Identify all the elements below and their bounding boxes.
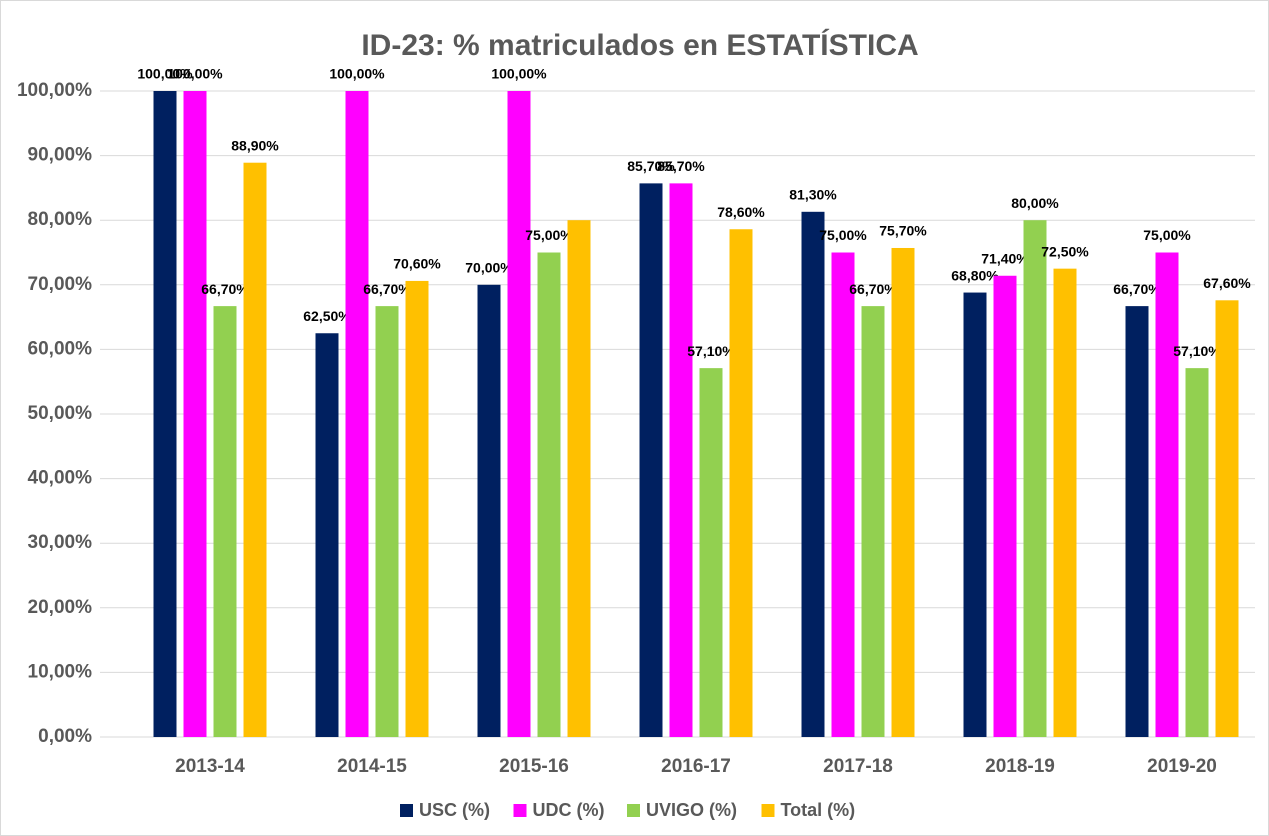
legend-swatch (513, 804, 527, 817)
data-label: 80,00% (1011, 195, 1059, 211)
bar (831, 252, 855, 737)
data-label: 62,50% (303, 308, 351, 324)
bar (1215, 300, 1239, 737)
y-tick-label: 80,00% (28, 209, 93, 230)
data-label: 75,00% (1143, 227, 1191, 243)
legend-swatch (400, 804, 413, 817)
data-label: 88,90% (231, 137, 279, 153)
bar (699, 368, 723, 737)
legend-swatch (761, 804, 775, 817)
x-tick-label: 2019-20 (1147, 756, 1217, 777)
bar (345, 91, 369, 737)
data-label: 66,70% (849, 281, 897, 297)
data-label: 57,10% (1173, 343, 1221, 359)
bar (567, 220, 591, 737)
data-label: 75,70% (879, 223, 927, 239)
y-tick-label: 60,00% (28, 338, 93, 359)
y-tick-label: 0,00% (38, 726, 92, 747)
legend-label: UVIGO (%) (646, 800, 737, 820)
data-label: 100,00% (491, 66, 547, 82)
bar (729, 229, 753, 737)
x-tick-label: 2013-14 (175, 756, 245, 777)
bar (1125, 306, 1149, 737)
bar (963, 292, 987, 737)
bar (891, 247, 915, 737)
data-label: 66,70% (1113, 281, 1161, 297)
data-label: 100,00% (329, 66, 385, 82)
x-tick-label: 2017-18 (823, 756, 893, 777)
legend-swatch (627, 804, 640, 817)
bar (1023, 220, 1047, 737)
bar (669, 183, 693, 738)
legend-label: USC (%) (419, 800, 490, 820)
data-label: 85,70% (657, 158, 705, 174)
y-tick-label: 50,00% (28, 403, 93, 424)
data-label: 75,00% (525, 227, 573, 243)
y-tick-label: 40,00% (28, 468, 93, 489)
y-tick-label: 30,00% (28, 532, 93, 553)
bar (639, 183, 663, 738)
data-label: 81,30% (789, 187, 837, 203)
data-label: 66,70% (363, 281, 411, 297)
y-tick-label: 20,00% (28, 597, 93, 618)
bar (1053, 268, 1077, 737)
x-tick-label: 2015-16 (499, 756, 569, 777)
data-label: 70,00% (465, 260, 513, 276)
bar (213, 306, 237, 737)
bar (861, 306, 885, 737)
data-label: 100,00% (167, 66, 223, 82)
data-label: 78,60% (717, 204, 765, 220)
data-label: 72,50% (1041, 243, 1089, 259)
bar (1155, 252, 1179, 737)
bar (153, 91, 177, 737)
data-label: 75,00% (819, 227, 867, 243)
data-label: 57,10% (687, 343, 735, 359)
data-label: 67,60% (1203, 275, 1251, 291)
x-tick-label: 2018-19 (985, 756, 1055, 777)
y-tick-label: 90,00% (28, 145, 93, 166)
x-tick-label: 2016-17 (661, 756, 731, 777)
chart-title: ID-23: % matriculados en ESTATÍSTICA (361, 28, 918, 62)
x-tick-label: 2014-15 (337, 756, 407, 777)
bar (375, 306, 399, 737)
y-tick-label: 70,00% (28, 274, 93, 295)
bar (801, 211, 825, 737)
bar (183, 91, 207, 737)
data-label: 66,70% (201, 281, 249, 297)
y-tick-label: 100,00% (17, 80, 92, 101)
bar (243, 162, 267, 737)
legend-label: Total (%) (781, 800, 856, 820)
data-label: 100,00% (137, 66, 193, 82)
y-tick-label: 10,00% (28, 661, 93, 682)
bar (1185, 368, 1209, 737)
bar (993, 275, 1017, 737)
bar (477, 284, 501, 737)
bar (507, 91, 531, 737)
legend-label: UDC (%) (533, 800, 605, 820)
bar (315, 333, 339, 737)
data-label: 70,60% (393, 256, 441, 272)
data-label: 71,40% (981, 250, 1029, 266)
bar (405, 280, 429, 737)
data-label: 68,80% (951, 267, 999, 283)
data-label: 85,70% (627, 158, 675, 174)
bar (537, 252, 561, 737)
